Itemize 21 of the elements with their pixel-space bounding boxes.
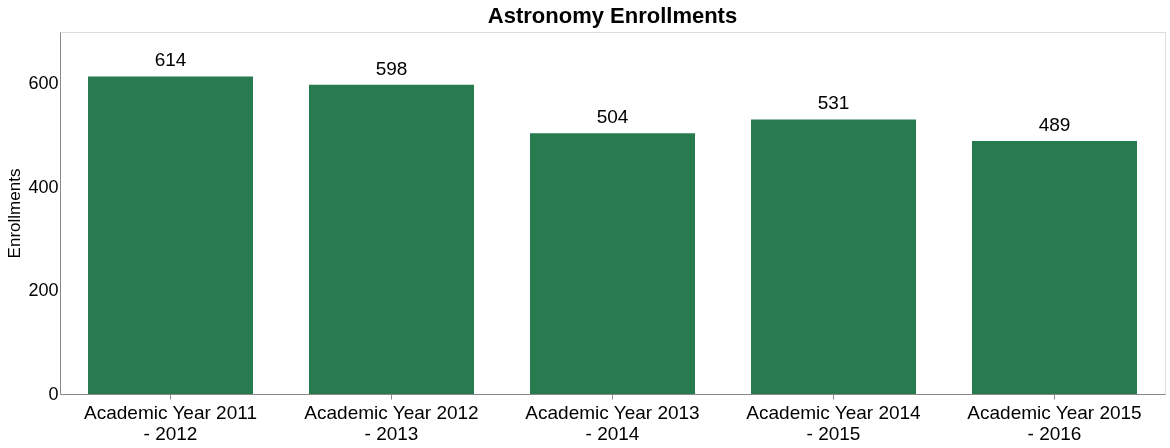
data-label: 504	[596, 106, 629, 128]
bar	[309, 84, 474, 394]
chart-title: Astronomy Enrollments	[487, 3, 738, 28]
data-label: 614	[154, 49, 187, 71]
bar	[530, 133, 695, 394]
y-tick-label: 200	[28, 280, 59, 301]
bar	[88, 76, 253, 394]
data-label: 489	[1038, 114, 1071, 136]
x-tick-label: Academic Year 2013 - 2014	[525, 401, 700, 444]
data-label: 598	[375, 57, 408, 79]
data-label: 531	[817, 92, 850, 114]
x-tick-label: Academic Year 2012 - 2013	[304, 401, 479, 444]
x-tick-label: Academic Year 2014 - 2015	[746, 401, 922, 444]
x-tick-label: Academic Year 2015 - 2016	[967, 401, 1142, 444]
bar	[751, 119, 916, 394]
y-tick-label: 0	[48, 383, 59, 404]
x-tick-label: Academic Year 2011 - 2012	[84, 401, 257, 444]
bar	[972, 141, 1137, 394]
y-tick-label: 600	[28, 73, 59, 94]
y-axis-title: Enrollments	[5, 168, 25, 259]
y-tick-label: 400	[28, 176, 59, 197]
